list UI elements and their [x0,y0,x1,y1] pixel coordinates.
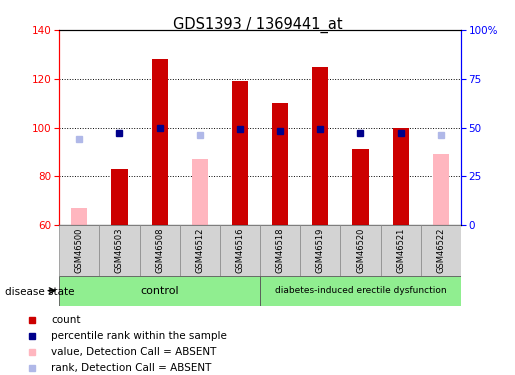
Bar [392,128,409,225]
Bar [421,225,461,276]
Text: GSM46519: GSM46519 [316,228,325,273]
Bar [111,169,128,225]
Bar [433,154,449,225]
Text: count: count [52,315,81,325]
Bar [300,225,340,276]
Bar [260,225,300,276]
Bar [99,225,140,276]
Text: GSM46520: GSM46520 [356,228,365,273]
Bar [220,225,260,276]
Text: value, Detection Call = ABSENT: value, Detection Call = ABSENT [52,347,217,357]
Text: rank, Detection Call = ABSENT: rank, Detection Call = ABSENT [52,363,212,373]
Bar [340,225,381,276]
Bar [352,149,369,225]
Bar [312,67,329,225]
Text: GSM46516: GSM46516 [235,228,245,273]
Text: disease state: disease state [5,287,75,297]
Text: GSM46521: GSM46521 [396,228,405,273]
Text: diabetes-induced erectile dysfunction: diabetes-induced erectile dysfunction [274,286,447,295]
Bar [260,276,461,306]
Text: GSM46500: GSM46500 [75,228,84,273]
Bar [59,276,260,306]
Bar [59,225,99,276]
Bar [232,81,248,225]
Text: GSM46522: GSM46522 [436,228,445,273]
Text: GDS1393 / 1369441_at: GDS1393 / 1369441_at [173,17,342,33]
Bar [192,159,208,225]
Text: GSM46503: GSM46503 [115,228,124,273]
Text: percentile rank within the sample: percentile rank within the sample [52,331,227,341]
Bar [140,225,180,276]
Bar [71,208,88,225]
Text: GSM46508: GSM46508 [155,228,164,273]
Bar [180,225,220,276]
Text: GSM46512: GSM46512 [195,228,204,273]
Bar [272,103,288,225]
Bar [151,59,168,225]
Bar [381,225,421,276]
Text: GSM46518: GSM46518 [276,228,285,273]
Text: control: control [140,286,179,296]
